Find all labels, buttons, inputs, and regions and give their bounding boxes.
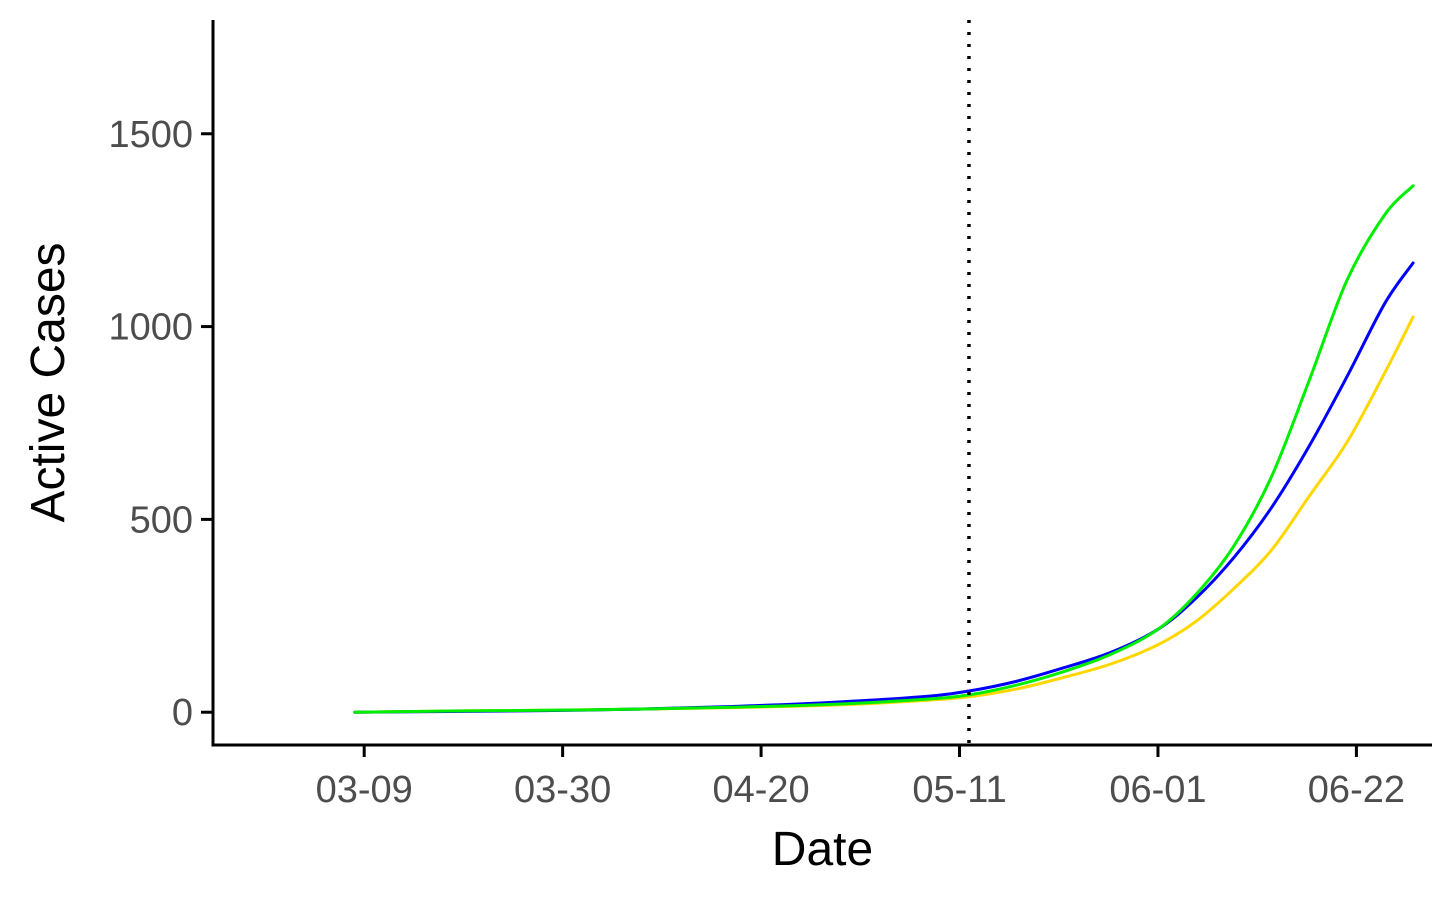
series-line-1	[353, 315, 1415, 714]
x-tick-label: 06-22	[1308, 769, 1405, 811]
y-tick-label: 1500	[108, 114, 193, 156]
x-ticks: 03-09 03-30 04-20 05-11 06-01 06-22	[316, 745, 1405, 811]
series-layer	[353, 184, 1415, 714]
x-axis-title: Date	[772, 823, 873, 876]
y-tick-label: 1000	[108, 307, 193, 349]
y-tick-label: 500	[130, 499, 193, 541]
y-axis-title: Active Cases	[22, 242, 75, 522]
x-tick-label: 05-11	[912, 769, 1006, 811]
series-line-3	[353, 184, 1415, 714]
series-line-2	[353, 261, 1415, 714]
x-tick-label: 06-01	[1109, 769, 1206, 811]
x-tick-label: 03-30	[514, 769, 611, 811]
x-tick-label: 03-09	[316, 769, 413, 811]
y-ticks: 0 500 1000 1500	[108, 114, 213, 734]
x-tick-label: 04-20	[712, 769, 809, 811]
y-tick-label: 0	[172, 692, 193, 734]
